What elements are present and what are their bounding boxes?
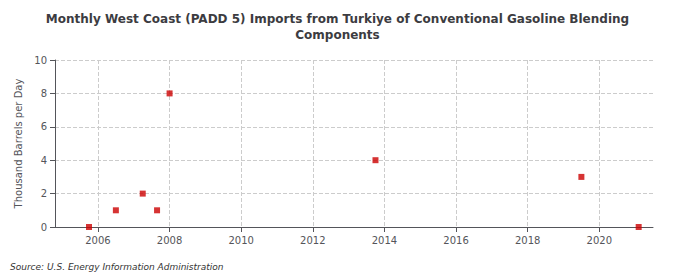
svg-text:4: 4: [41, 155, 47, 166]
svg-text:Thousand Barrels per Day: Thousand Barrels per Day: [13, 79, 24, 210]
svg-text:2010: 2010: [228, 235, 253, 246]
svg-text:Components: Components: [295, 28, 380, 42]
svg-text:6: 6: [41, 121, 47, 132]
svg-text:2012: 2012: [300, 235, 325, 246]
svg-text:2018: 2018: [515, 235, 540, 246]
svg-text:2014: 2014: [372, 235, 397, 246]
svg-text:Source: U.S. Energy Informatio: Source: U.S. Energy Information Administ…: [10, 262, 224, 272]
svg-text:2016: 2016: [443, 235, 468, 246]
svg-text:8: 8: [41, 88, 47, 99]
svg-text:Monthly West Coast (PADD 5) Im: Monthly West Coast (PADD 5) Imports from…: [46, 12, 629, 26]
svg-text:2020: 2020: [587, 235, 612, 246]
svg-text:10: 10: [34, 55, 47, 66]
svg-text:2008: 2008: [157, 235, 182, 246]
svg-text:2: 2: [41, 188, 47, 199]
svg-text:2006: 2006: [85, 235, 110, 246]
svg-text:0: 0: [41, 222, 47, 233]
